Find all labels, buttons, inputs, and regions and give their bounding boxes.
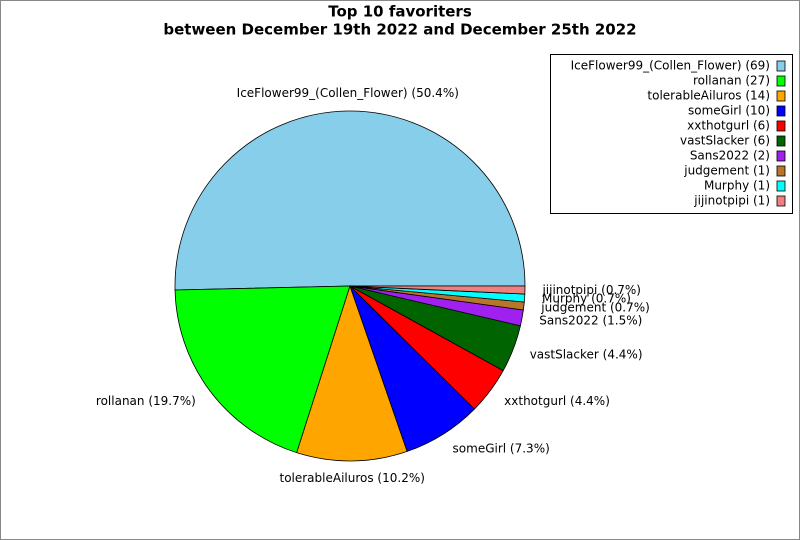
chart-title: Top 10 favoriters xyxy=(328,3,472,21)
pie-slice xyxy=(174,110,526,291)
legend-swatch xyxy=(776,120,786,132)
legend-label: rollanan (27) xyxy=(693,74,770,88)
legend-swatch xyxy=(776,195,786,207)
legend-swatch xyxy=(776,180,786,192)
slice-label: vastSlacker (4.4%) xyxy=(530,348,643,362)
legend-swatch xyxy=(776,105,786,117)
legend-label: jijinotpipi (1) xyxy=(693,194,770,208)
legend-swatch xyxy=(776,135,786,147)
slice-label: IceFlower99_(Collen_Flower) (50.4%) xyxy=(237,86,459,100)
slice-label: rollanan (19.7%) xyxy=(96,394,196,408)
slice-label: Sans2022 (1.5%) xyxy=(539,314,642,328)
slice-label: jijinotpipi (0.7%) xyxy=(541,283,641,297)
legend-box xyxy=(550,54,793,214)
legend-label: tolerableAiluros (14) xyxy=(647,89,770,103)
legend-label: vastSlacker (6) xyxy=(680,134,770,148)
slice-label: tolerableAiluros (10.2%) xyxy=(279,471,424,485)
slice-label: xxthotgurl (4.4%) xyxy=(504,394,610,408)
pie-slice xyxy=(174,285,351,454)
legend-swatch xyxy=(776,90,786,102)
pie-slice xyxy=(349,285,526,295)
legend-swatch xyxy=(776,75,786,87)
legend-label: Murphy (1) xyxy=(704,179,770,193)
legend-swatch xyxy=(776,165,786,177)
slice-label: Murphy (0.7%) xyxy=(542,292,631,306)
legend-label: someGirl (10) xyxy=(688,104,770,118)
slice-label: someGirl (7.3%) xyxy=(453,441,550,455)
pie-slice xyxy=(296,284,408,462)
legend-swatch xyxy=(776,60,786,72)
legend-label: Sans2022 (2) xyxy=(690,149,770,163)
legend-label: judgement (1) xyxy=(683,164,770,178)
chart-subtitle: between December 19th 2022 and December … xyxy=(163,21,636,39)
slice-label: judgement (0.7%) xyxy=(540,301,650,315)
legend-swatch xyxy=(776,150,786,162)
legend-label: IceFlower99_(Collen_Flower) (69) xyxy=(571,59,770,73)
legend-label: xxthotgurl (6) xyxy=(687,119,770,133)
